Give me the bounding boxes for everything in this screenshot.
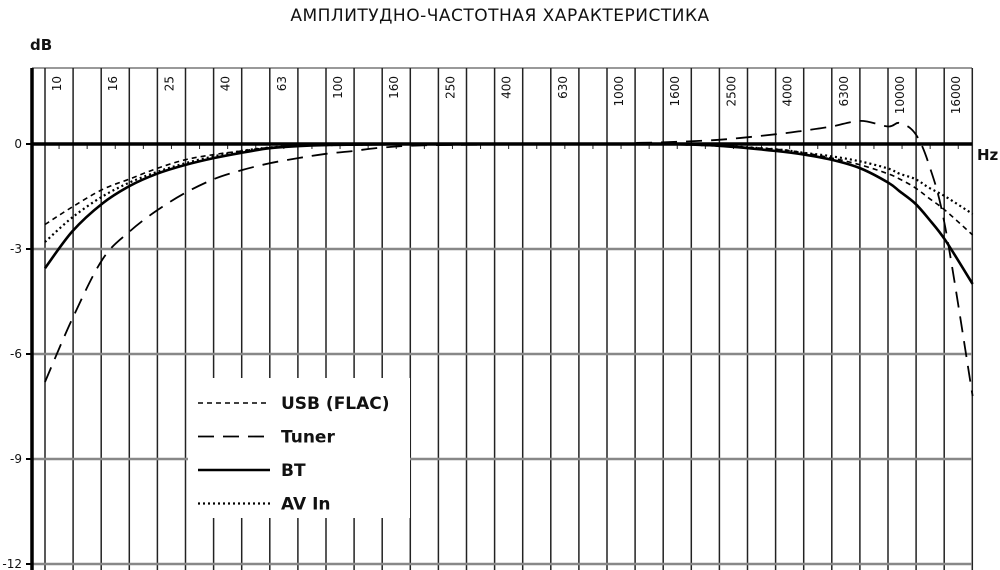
x-tick-label: 1000 [612,76,626,107]
y-tick-label: 0 [14,137,22,151]
legend-label-usb-flac: USB (FLAC) [281,394,390,414]
x-tick-label: 63 [275,76,289,91]
y-tick-label: -12 [2,557,22,570]
y-tick-label: -3 [10,242,22,256]
legend-label-av-in: AV In [281,495,331,515]
x-tick-label: 1600 [668,76,682,107]
x-tick-label: 4000 [781,76,795,107]
series-line-av-in [44,142,974,243]
y-tick-label: -6 [10,347,22,361]
legend-box [188,378,410,518]
legend-label-bt: BT [281,461,306,481]
legend: USB (FLAC) Tuner BT AV In [188,378,410,518]
x-tick-label: 40 [219,76,233,91]
x-axis-label: Hz [977,146,999,164]
series-line-bt [43,142,974,285]
x-tick-label: 160 [387,76,401,99]
y-tick-label: -9 [10,452,22,466]
y-axis-label: dB [30,36,52,54]
x-tick-label: 630 [556,76,570,99]
x-tick-label: 10000 [893,76,907,114]
x-tick-label: 2500 [724,76,738,107]
x-tick-label: 400 [500,76,514,99]
series-line-usb-flac [44,143,974,236]
x-tick-label: 6300 [837,76,851,107]
series-line-tuner [44,119,974,397]
x-tick-label: 100 [331,76,345,99]
chart-title: АМПЛИТУДНО-ЧАСТОТНАЯ ХАРАКТЕРИСТИКА [290,6,709,26]
x-tick-label: 10 [50,76,64,91]
x-tick-label: 16000 [949,76,963,114]
x-tick-label: 16 [106,76,120,91]
x-tick-label: 250 [443,76,457,99]
x-tick-label: 25 [162,76,176,91]
legend-label-tuner: Tuner [281,428,335,448]
